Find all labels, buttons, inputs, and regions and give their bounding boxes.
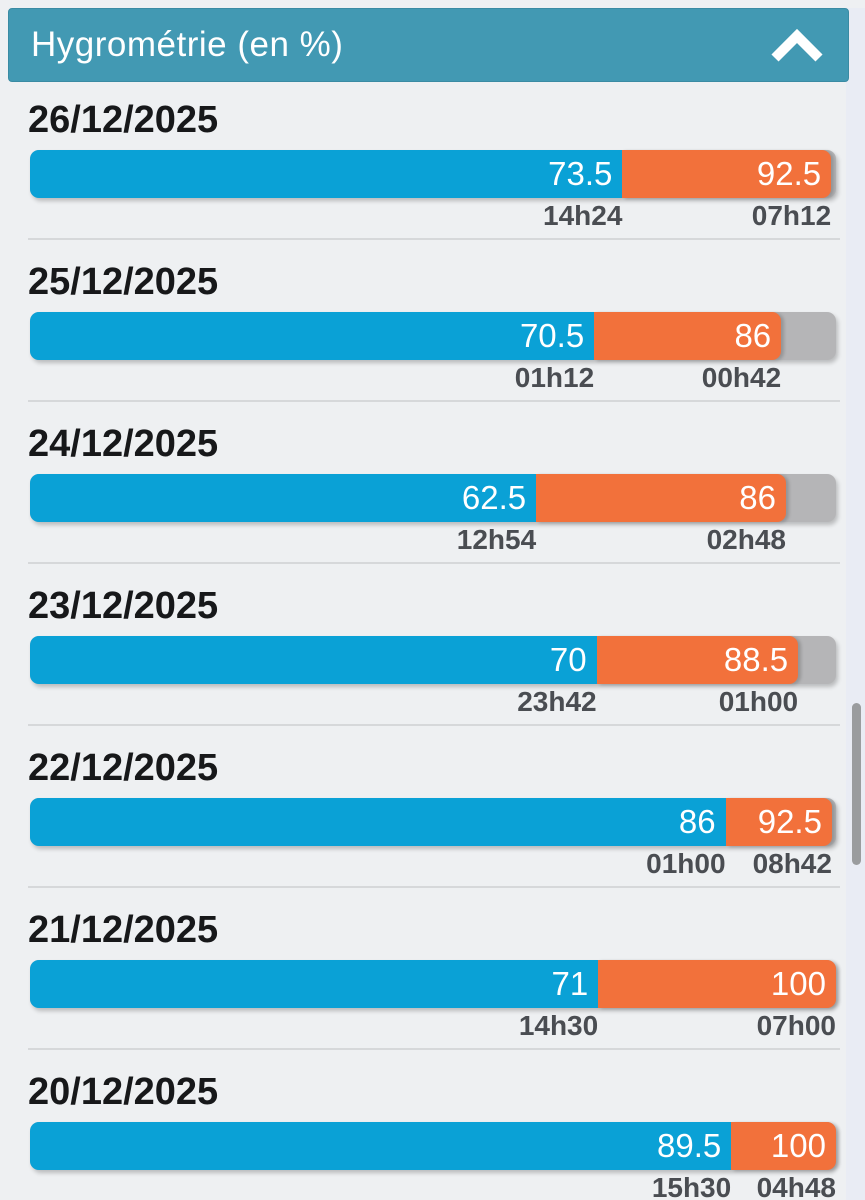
day-row: 24/12/2025 62.5 86 12h54 02h48 [0,402,846,564]
min-humidity-value: 62.5 [461,479,527,516]
humidity-range-bar: 71 100 [30,960,836,1008]
time-labels: 15h30 04h48 [30,1172,836,1200]
max-time-label: 00h42 [701,362,782,393]
min-humidity-segment: 71 [30,960,599,1008]
max-humidity-segment: 86 [594,312,782,360]
row-divider [28,724,840,726]
min-humidity-value: 71 [551,965,589,1002]
max-humidity-value: 86 [734,317,772,354]
day-date: 23/12/2025 [28,585,219,627]
max-time-label: 07h12 [751,200,832,231]
min-humidity-segment: 86 [30,798,726,846]
time-labels: 23h42 01h00 [30,686,836,718]
min-humidity-value: 73.5 [548,155,613,192]
day-row: 23/12/2025 70 88.5 23h42 01h00 [0,564,846,726]
hygrometry-section-header[interactable]: Hygrométrie (en %) [8,8,849,82]
scrollbar-thumb[interactable] [852,703,861,865]
max-time-label: 04h48 [756,1172,836,1200]
humidity-range-bar: 70.5 86 [30,312,836,360]
humidity-range-bar: 73.5 92.5 [30,150,836,198]
chevron-up-icon [771,28,823,62]
daily-humidity-list: 26/12/2025 73.5 92.5 14h24 07h12 25/12/2… [0,82,846,1200]
min-humidity-segment: 62.5 [30,474,537,522]
min-time-label: 15h30 [651,1172,732,1200]
time-labels: 01h12 00h42 [30,362,836,394]
day-row: 20/12/2025 89.5 100 15h30 04h48 [0,1050,846,1200]
min-time-label: 14h30 [518,1010,599,1041]
max-humidity-value: 100 [770,965,826,1002]
row-divider [28,1048,840,1050]
row-divider [28,238,840,240]
max-humidity-value: 100 [770,1127,826,1164]
min-humidity-segment: 73.5 [30,150,623,198]
max-time-label: 02h48 [706,524,787,555]
day-row: 25/12/2025 70.5 86 01h12 00h42 [0,240,846,402]
min-humidity-value: 86 [678,803,716,840]
day-row: 21/12/2025 71 100 14h30 07h00 [0,888,846,1050]
min-humidity-value: 89.5 [656,1127,722,1164]
day-date: 25/12/2025 [28,261,219,303]
max-humidity-value: 92.5 [757,803,822,840]
row-divider [28,400,840,402]
collapse-button[interactable] [766,23,828,69]
max-humidity-segment: 92.5 [725,798,832,846]
min-time-label: 01h12 [514,362,595,393]
min-humidity-segment: 70 [30,636,597,684]
day-date: 22/12/2025 [28,747,219,789]
humidity-range-bar: 70 88.5 [30,636,836,684]
humidity-range-bar: 86 92.5 [30,798,836,846]
day-date: 26/12/2025 [28,99,219,141]
max-humidity-value: 86 [739,479,777,516]
max-humidity-segment: 92.5 [622,150,832,198]
day-row: 26/12/2025 73.5 92.5 14h24 07h12 [0,82,846,240]
max-time-label: 08h42 [752,848,832,879]
max-time-label: 07h00 [756,1010,836,1041]
section-title: Hygrométrie (en %) [31,25,344,64]
min-humidity-value: 70.5 [519,317,585,354]
time-labels: 14h30 07h00 [30,1010,836,1042]
min-humidity-segment: 70.5 [30,312,595,360]
max-humidity-value: 92.5 [756,155,822,192]
min-time-label: 14h24 [543,200,623,231]
day-date: 24/12/2025 [28,423,219,465]
max-humidity-segment: 100 [731,1122,836,1170]
humidity-range-bar: 89.5 100 [30,1122,836,1170]
max-humidity-value: 88.5 [723,641,789,678]
day-row: 22/12/2025 86 92.5 01h00 08h42 [0,726,846,888]
max-humidity-segment: 100 [598,960,836,1008]
min-time-label: 12h54 [456,524,537,555]
max-humidity-segment: 88.5 [596,636,799,684]
min-humidity-segment: 89.5 [30,1122,732,1170]
time-labels: 14h24 07h12 [30,200,836,232]
max-humidity-segment: 86 [536,474,787,522]
time-labels: 01h00 08h42 [30,848,836,880]
max-time-label: 01h00 [718,686,799,717]
row-divider [28,562,840,564]
day-date: 21/12/2025 [28,909,219,951]
row-divider [28,886,840,888]
humidity-range-bar: 62.5 86 [30,474,836,522]
scrollbar-track[interactable] [846,8,865,1200]
min-time-label: 01h00 [646,848,726,879]
min-humidity-value: 70 [549,641,587,678]
min-time-label: 23h42 [517,686,597,717]
day-date: 20/12/2025 [28,1071,219,1113]
time-labels: 12h54 02h48 [30,524,836,556]
